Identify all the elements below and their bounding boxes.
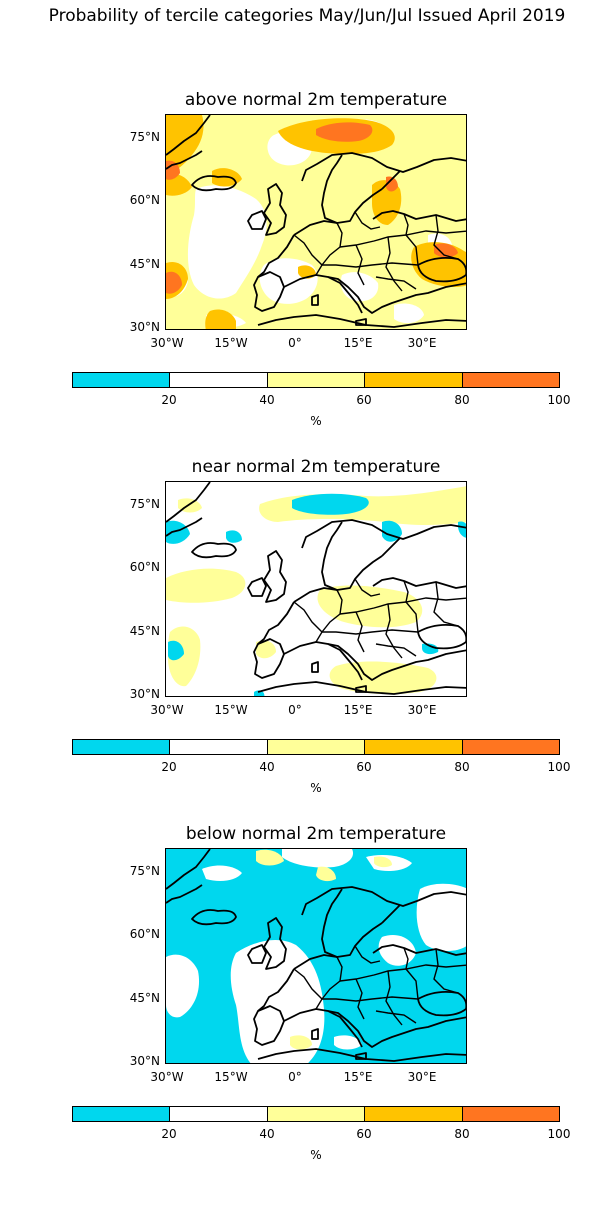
colorbar-tick: 100 xyxy=(547,393,571,407)
map-above-normal xyxy=(165,114,467,330)
lat-label: 75°N xyxy=(129,497,160,511)
colorbar-segment xyxy=(266,740,365,754)
colorbar-segment xyxy=(461,373,560,387)
colorbar xyxy=(72,372,560,388)
colorbar-tick: 80 xyxy=(454,760,470,774)
lat-label: 45°N xyxy=(129,624,160,638)
colorbar-segment xyxy=(364,740,462,754)
lon-label: 15°E xyxy=(343,1070,373,1084)
lon-label: 30°E xyxy=(407,703,437,717)
panel-title: near normal 2m temperature xyxy=(191,457,441,477)
probability-field-cyan xyxy=(166,493,466,696)
colorbar-tick: 40 xyxy=(259,1127,275,1141)
map-near-normal xyxy=(165,481,467,697)
figure-title: Probability of tercile categories May/Ju… xyxy=(48,6,566,26)
colorbar-segment xyxy=(73,373,170,387)
colorbar-tick: 40 xyxy=(259,393,275,407)
colorbar-segment xyxy=(73,1107,170,1121)
lon-label: 0° xyxy=(288,336,302,350)
colorbar-segment xyxy=(73,740,170,754)
colorbar xyxy=(72,1106,560,1122)
colorbar-segment xyxy=(461,1107,560,1121)
colorbar-unit: % xyxy=(310,1148,322,1162)
colorbar-tick: 60 xyxy=(356,393,372,407)
panel-above-normal: above normal 2m temperature xyxy=(0,90,614,481)
colorbar-tick: 60 xyxy=(356,760,372,774)
lat-label: 45°N xyxy=(129,991,160,1005)
lon-label: 15°E xyxy=(343,336,373,350)
lon-label: 0° xyxy=(288,703,302,717)
lon-label: 30°W xyxy=(150,336,184,350)
colorbar-segment xyxy=(169,1107,267,1121)
lat-label: 30°N xyxy=(129,320,160,334)
colorbar-tick: 20 xyxy=(161,1127,177,1141)
colorbar-segment xyxy=(266,1107,365,1121)
lon-label: 15°E xyxy=(343,703,373,717)
panel-title: above normal 2m temperature xyxy=(184,90,448,110)
lon-label: 30°W xyxy=(150,703,184,717)
lon-label: 30°W xyxy=(150,1070,184,1084)
lon-label: 30°E xyxy=(407,336,437,350)
colorbar xyxy=(72,739,560,755)
lat-label: 45°N xyxy=(129,257,160,271)
panel-title: below normal 2m temperature xyxy=(185,824,447,844)
lat-label: 60°N xyxy=(129,193,160,207)
colorbar-segment xyxy=(169,373,267,387)
colorbar-segment xyxy=(266,373,365,387)
colorbar-segment xyxy=(364,373,462,387)
lat-label: 30°N xyxy=(129,687,160,701)
lon-label: 30°E xyxy=(407,1070,437,1084)
colorbar-segment xyxy=(169,740,267,754)
colorbar-unit: % xyxy=(310,414,322,428)
colorbar-tick: 40 xyxy=(259,760,275,774)
lon-label: 15°W xyxy=(214,336,248,350)
colorbar-tick: 20 xyxy=(161,760,177,774)
panel-below-normal: below normal 2m temperature xyxy=(0,824,614,1215)
colorbar-tick: 60 xyxy=(356,1127,372,1141)
colorbar-tick: 20 xyxy=(161,393,177,407)
lat-label: 60°N xyxy=(129,560,160,574)
colorbar-tick: 100 xyxy=(547,760,571,774)
lon-label: 0° xyxy=(288,1070,302,1084)
colorbar-tick: 100 xyxy=(547,1127,571,1141)
probability-field-red xyxy=(166,122,458,294)
colorbar-segment xyxy=(364,1107,462,1121)
lon-label: 15°W xyxy=(214,703,248,717)
probability-field-white xyxy=(166,849,466,1063)
lon-label: 15°W xyxy=(214,1070,248,1084)
colorbar-segment xyxy=(461,740,560,754)
lat-label: 75°N xyxy=(129,864,160,878)
lat-label: 75°N xyxy=(129,130,160,144)
colorbar-tick: 80 xyxy=(454,1127,470,1141)
colorbar-tick: 80 xyxy=(454,393,470,407)
lat-label: 60°N xyxy=(129,927,160,941)
panel-near-normal: near normal 2m temperature xyxy=(0,457,614,848)
probability-field-yellow xyxy=(256,849,392,1050)
colorbar-unit: % xyxy=(310,781,322,795)
lat-label: 30°N xyxy=(129,1054,160,1068)
map-below-normal xyxy=(165,848,467,1064)
